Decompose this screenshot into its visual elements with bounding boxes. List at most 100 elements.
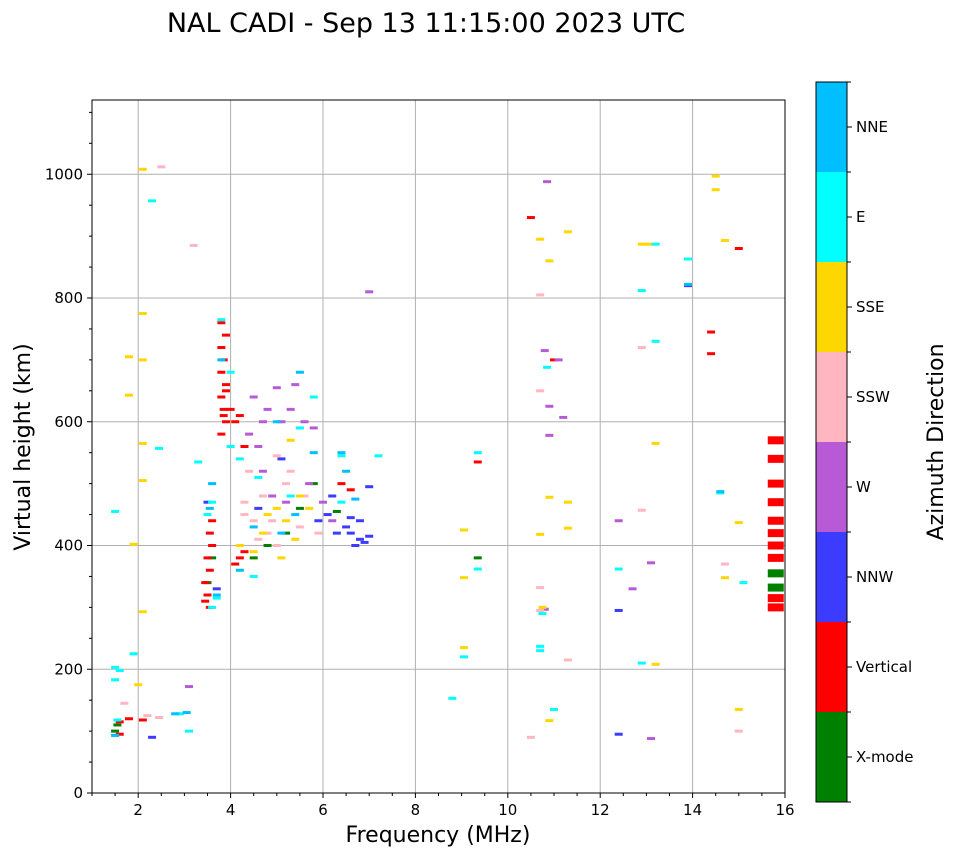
data-point <box>716 490 725 494</box>
data-point <box>683 257 692 261</box>
data-point <box>651 441 660 445</box>
data-point <box>734 247 743 250</box>
data-point <box>448 696 457 700</box>
data-point <box>277 420 286 424</box>
data-point <box>309 482 318 486</box>
data-point <box>217 318 226 322</box>
data-point <box>637 508 646 512</box>
data-point <box>249 550 258 554</box>
data-point <box>240 500 249 504</box>
data-point <box>309 451 318 455</box>
data-point <box>235 414 244 418</box>
data-point <box>291 513 300 517</box>
data-point <box>355 537 364 541</box>
data-point <box>221 389 230 393</box>
data-point <box>217 346 226 349</box>
data-point <box>205 568 214 572</box>
data-point <box>355 519 364 523</box>
data-point <box>249 395 258 399</box>
data-point <box>337 482 346 486</box>
data-point <box>221 333 230 337</box>
data-point <box>767 603 784 612</box>
data-point <box>295 506 304 510</box>
data-point <box>111 678 120 682</box>
data-point <box>459 576 468 580</box>
colorbar-label: Vertical <box>856 658 912 676</box>
data-point <box>263 531 272 535</box>
data-point <box>138 441 147 445</box>
data-point <box>651 662 660 666</box>
data-point <box>459 655 468 659</box>
data-point <box>614 732 623 736</box>
data-point <box>258 494 267 498</box>
data-point <box>332 509 341 513</box>
colorbar-frame <box>815 81 848 803</box>
data-point <box>365 290 374 294</box>
colorbar: X-mode Vertical NNW W SSW SSE E NNE <box>815 81 913 803</box>
y-tick-label: 800 <box>54 289 83 307</box>
data-point <box>231 562 240 566</box>
data-point <box>767 553 784 562</box>
data-point <box>203 593 212 597</box>
data-point <box>543 365 552 369</box>
data-point <box>286 469 295 473</box>
data-point <box>148 735 157 739</box>
data-point <box>536 649 545 653</box>
data-point <box>651 339 660 343</box>
data-point <box>208 605 217 609</box>
data-point <box>254 506 263 510</box>
data-point <box>111 733 120 737</box>
data-point <box>249 574 258 578</box>
data-point <box>226 445 235 448</box>
data-point <box>138 167 147 171</box>
data-point <box>563 500 572 504</box>
data-point <box>154 716 163 720</box>
data-point <box>637 242 646 246</box>
data-point <box>637 289 646 293</box>
data-point <box>309 395 318 399</box>
data-point <box>351 497 360 501</box>
data-point <box>554 358 563 362</box>
data-point <box>235 556 244 560</box>
data-point <box>346 531 355 535</box>
data-point <box>332 531 341 535</box>
data-point <box>263 544 272 547</box>
data-point <box>365 485 374 489</box>
chart-title: NAL CADI - Sep 13 11:15:00 2023 UTC <box>167 8 685 39</box>
data-point <box>536 644 545 648</box>
data-point <box>309 426 318 430</box>
colorbar-segment <box>816 172 847 262</box>
data-point <box>254 537 263 541</box>
data-point <box>268 494 277 498</box>
data-point <box>526 216 535 220</box>
data-point <box>545 259 554 263</box>
colorbar-segment <box>816 622 847 712</box>
data-point <box>212 587 221 591</box>
data-point <box>346 488 355 492</box>
data-point <box>767 569 784 578</box>
data-point <box>235 544 244 547</box>
data-point <box>208 519 217 523</box>
data-point <box>277 531 286 535</box>
data-point <box>563 658 572 662</box>
y-tick-label: 0 <box>73 784 83 802</box>
data-point <box>651 242 660 246</box>
data-point <box>647 561 656 565</box>
y-tick-label: 1000 <box>45 165 83 183</box>
x-tick-label: 12 <box>591 801 610 819</box>
data-point <box>235 568 244 572</box>
data-point <box>328 519 337 523</box>
data-point <box>240 550 249 554</box>
data-point <box>217 395 226 399</box>
x-axis-title: Frequency (MHz) <box>346 823 531 848</box>
data-point <box>707 352 716 356</box>
data-point <box>258 531 267 535</box>
data-point <box>240 445 249 448</box>
data-point <box>129 542 138 546</box>
data-point <box>295 426 304 430</box>
data-point <box>538 612 547 616</box>
data-point <box>245 469 254 473</box>
data-point <box>473 460 482 464</box>
data-point <box>550 707 558 711</box>
data-point <box>134 683 143 687</box>
